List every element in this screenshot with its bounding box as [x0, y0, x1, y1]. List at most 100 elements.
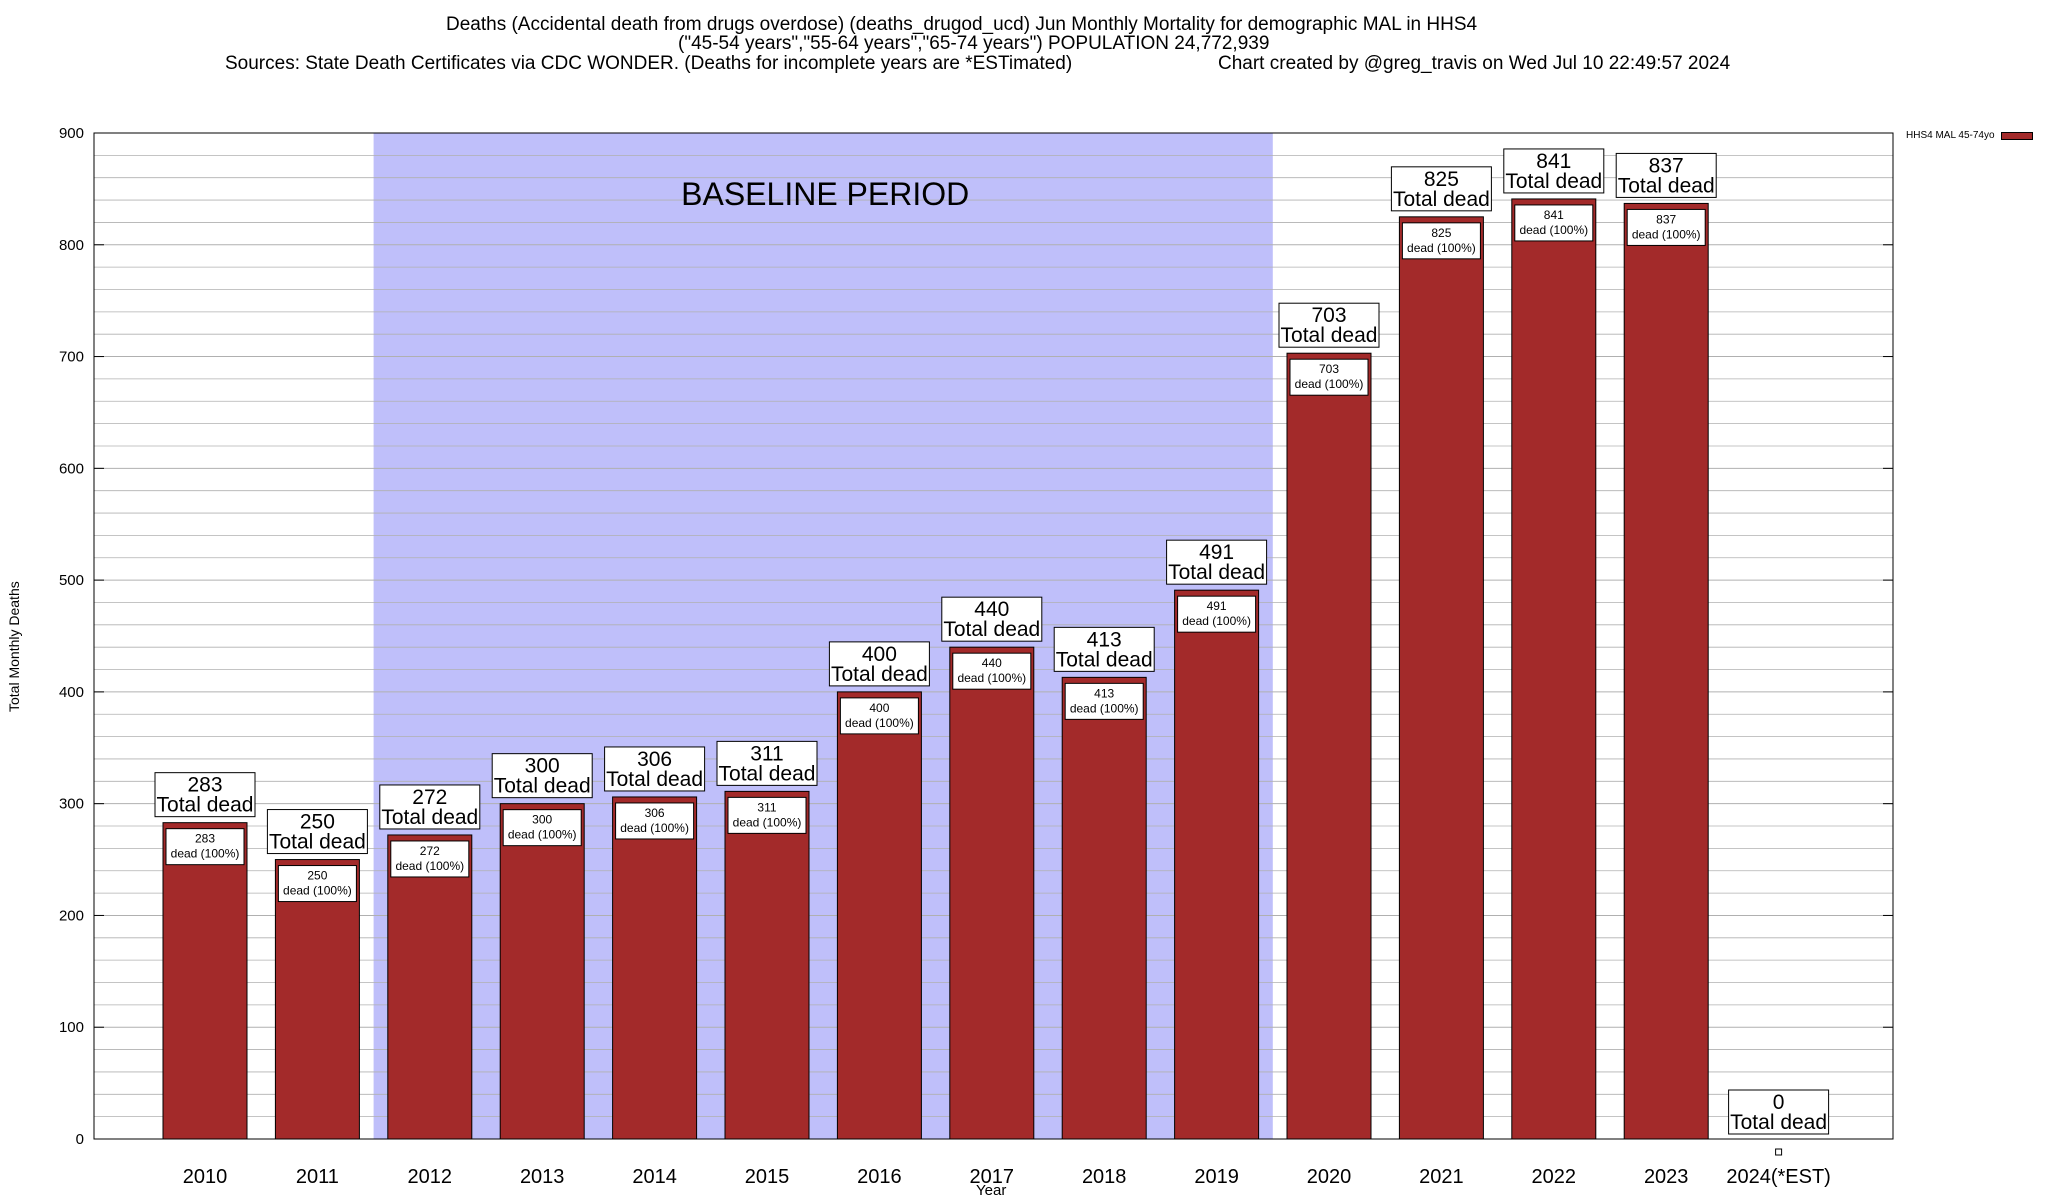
bar-inner-value: 400	[869, 701, 889, 715]
x-tick-label: 2016	[857, 1166, 902, 1188]
bar-top-caption: Total dead	[157, 794, 254, 817]
x-tick-label: 2012	[408, 1166, 453, 1188]
chart-sources: Sources: State Death Certificates via CD…	[225, 53, 1073, 74]
bar-inner-value: 841	[1544, 208, 1564, 222]
bar-inner-label-box	[1064, 682, 1144, 720]
bar-top-value: 311	[750, 742, 783, 765]
chart-legend: HHS4 MAL 45-74yo	[1906, 130, 2033, 141]
bar-inner-label-box	[165, 828, 245, 866]
bar-inner-label-box	[1289, 358, 1369, 396]
bar-inner-caption: dead (100%)	[508, 828, 577, 842]
bar-inner-caption: dead (100%)	[1407, 241, 1476, 255]
bar-top-value: 306	[637, 748, 672, 771]
bar-inner-value: 837	[1656, 212, 1676, 226]
bar-inner-value: 250	[307, 869, 327, 883]
bar-top-caption: Total dead	[1505, 170, 1602, 193]
bar-top-label-box	[828, 641, 930, 687]
bar-inner-value: 825	[1431, 226, 1451, 240]
bar-inner-value: 311	[757, 800, 776, 814]
bar-inner-label-box	[277, 865, 357, 903]
bar-top-caption: Total dead	[1056, 648, 1153, 671]
bar-top-label-box	[154, 772, 256, 818]
bar-top-caption: Total dead	[269, 831, 366, 854]
y-tick-label: 100	[59, 1019, 84, 1036]
bar-inner-caption: dead (100%)	[1070, 701, 1139, 715]
bar-inner-value: 413	[1094, 686, 1114, 700]
bar-top-caption: Total dead	[606, 768, 703, 791]
bar	[1511, 198, 1597, 1140]
bar-inner-caption: dead (100%)	[1295, 377, 1364, 391]
bar	[836, 691, 922, 1140]
bar-top-label-box	[266, 809, 368, 855]
bar-top-value: 413	[1087, 628, 1122, 651]
bar-inner-caption: dead (100%)	[1182, 614, 1251, 628]
bar-empty-marker	[1775, 1148, 1783, 1156]
bar-top-label-box	[379, 784, 481, 830]
x-axis-label: Year	[976, 1182, 1007, 1199]
bar-top-value: 841	[1536, 150, 1571, 173]
bar	[274, 859, 360, 1140]
bar-top-label-box	[1615, 152, 1717, 198]
bar	[724, 790, 810, 1140]
bar-inner-value: 703	[1319, 362, 1339, 376]
bar-inner-caption: dead (100%)	[283, 884, 352, 898]
bar-inner-label-box	[390, 840, 470, 878]
x-tick-label: 2019	[1194, 1166, 1239, 1188]
bar-inner-caption: dead (100%)	[1632, 227, 1701, 241]
bar-inner-value: 283	[195, 832, 215, 846]
y-tick-label: 600	[59, 460, 84, 477]
bar-top-label-box	[604, 746, 706, 792]
y-axis-label: Total Monthly Deaths	[6, 581, 22, 712]
bar-top-value: 283	[187, 774, 222, 797]
x-tick-label: 2024(*EST)	[1726, 1166, 1831, 1188]
bar	[499, 803, 585, 1140]
bar-top-caption: Total dead	[1393, 188, 1490, 211]
bar	[387, 834, 473, 1140]
bar-top-caption: Total dead	[494, 775, 591, 798]
bar-inner-value: 306	[645, 806, 665, 820]
bar-inner-label-box	[727, 796, 807, 834]
chart-credit: Chart created by @greg_travis on Wed Jul…	[1218, 53, 1731, 74]
x-tick-label: 2011	[296, 1166, 339, 1188]
bar-top-caption: Total dead	[943, 618, 1040, 641]
bar-inner-label-box	[1177, 595, 1257, 633]
x-tick-label: 2017	[970, 1166, 1015, 1188]
x-tick-label: 2021	[1419, 1166, 1464, 1188]
bar-top-caption: Total dead	[719, 762, 816, 785]
bar-top-caption: Total dead	[1168, 561, 1265, 584]
baseline-period-label: BASELINE PERIOD	[681, 176, 969, 212]
x-tick-label: 2015	[745, 1166, 790, 1188]
chart-subtitle: ("45-54 years","55-64 years","65-74 year…	[678, 33, 1270, 54]
bar-top-value: 825	[1424, 168, 1459, 191]
bar-inner-caption: dead (100%)	[620, 821, 689, 835]
x-tick-label: 2018	[1082, 1166, 1127, 1188]
bar	[1623, 202, 1709, 1140]
bar-top-caption: Total dead	[1730, 1111, 1827, 1134]
y-tick-label: 0	[76, 1131, 84, 1148]
bar-inner-value: 272	[420, 844, 440, 858]
y-tick-label: 900	[59, 125, 84, 142]
bar-inner-label-box	[1514, 204, 1594, 242]
legend-label: HHS4 MAL 45-74yo	[1906, 130, 1995, 141]
bar-top-value: 400	[862, 643, 897, 666]
bar-inner-label-box	[502, 809, 582, 847]
bar	[1398, 216, 1484, 1140]
bar-inner-caption: dead (100%)	[1519, 223, 1588, 237]
bar-inner-value: 300	[532, 813, 552, 827]
bar	[612, 796, 698, 1140]
x-tick-label: 2022	[1532, 1166, 1577, 1188]
chart-title: Deaths (Accidental death from drugs over…	[446, 14, 1478, 35]
x-tick-label: 2014	[632, 1166, 677, 1188]
y-tick-label: 800	[59, 237, 84, 254]
bar-top-label-box	[1278, 302, 1380, 348]
bar-top-label-box	[716, 740, 818, 786]
bar-inner-caption: dead (100%)	[171, 847, 240, 861]
bar-inner-caption: dead (100%)	[395, 859, 464, 873]
bar-top-caption: Total dead	[1618, 174, 1715, 197]
bar-top-caption: Total dead	[1281, 324, 1378, 347]
bar-inner-label-box	[615, 802, 695, 840]
bar-top-label-box	[1503, 148, 1605, 194]
bar-top-value: 300	[525, 755, 560, 778]
bar-top-label-box	[491, 753, 593, 799]
